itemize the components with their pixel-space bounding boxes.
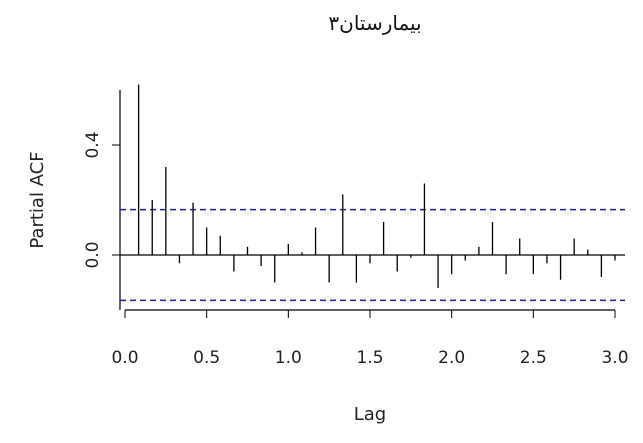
x-axis-ticks: 0.0 0.5 1.0 1.5 2.0 2.5 3.0 bbox=[111, 310, 629, 368]
x-tick-label: 0.5 bbox=[193, 348, 220, 368]
y-axis-label: Partial ACF bbox=[27, 151, 48, 248]
plot-area bbox=[119, 84, 625, 311]
x-tick-label: 0.0 bbox=[111, 348, 138, 368]
y-axis-ticks: 0.0 0.4 bbox=[83, 131, 120, 269]
chart-title: بیمارستان۳ bbox=[328, 11, 421, 35]
x-tick-label: 2.0 bbox=[438, 348, 465, 368]
x-tick-label: 2.5 bbox=[520, 348, 547, 368]
x-tick-label: 1.0 bbox=[275, 348, 302, 368]
pacf-bars bbox=[137, 84, 616, 288]
y-tick-label: 0.0 bbox=[83, 241, 103, 268]
y-tick-label: 0.4 bbox=[83, 131, 103, 158]
x-axis-label: Lag bbox=[354, 404, 386, 425]
x-tick-label: 1.5 bbox=[356, 348, 383, 368]
x-tick-label: 3.0 bbox=[601, 348, 628, 368]
